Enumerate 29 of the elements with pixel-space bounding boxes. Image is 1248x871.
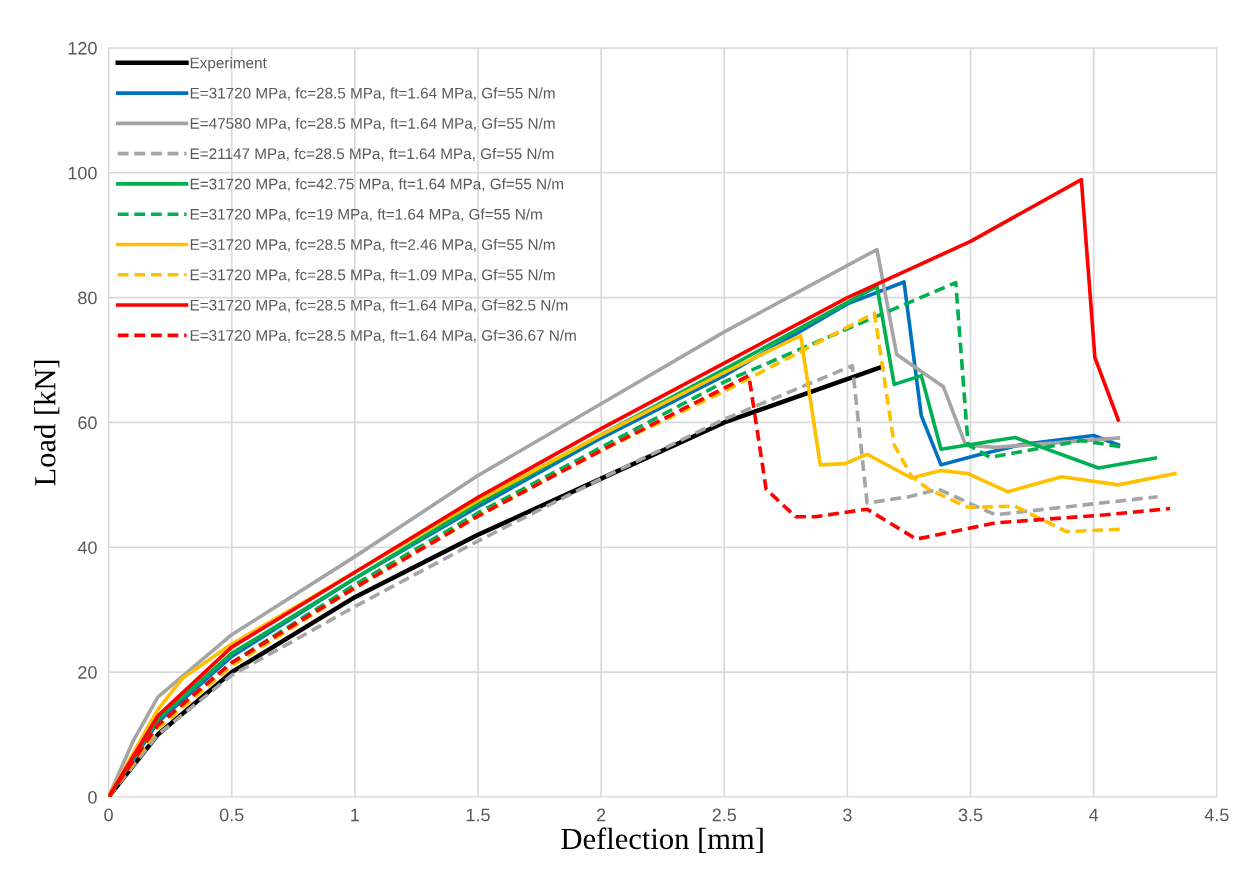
x-tick-label: 2.5 (712, 808, 737, 822)
y-tick-label: 120 (68, 41, 97, 55)
legend-label: E=31720 MPa, fc=19 MPa, ft=1.64 MPa, Gf=55 N/m (190, 208, 542, 222)
legend-label: E=31720 MPa, fc=28.5 MPa, ft=1.64 MPa, Gf=55 N/m (190, 87, 555, 101)
x-tick-label: 1.5 (466, 808, 490, 822)
y-tick-label: 100 (68, 166, 97, 180)
y-axis-title: Load [kN] (34, 360, 60, 486)
x-tick-label: 4.5 (1204, 808, 1229, 822)
y-tick-label: 40 (77, 541, 97, 554)
legend-label: E=31720 MPa, fc=28.5 MPa, ft=2.46 MPa, Gf=55 N/m (190, 238, 555, 252)
y-tick-label: 0 (88, 790, 97, 804)
legend-label: E=47580 MPa, fc=28.5 MPa, ft=1.64 MPa, Gf=55 N/m (190, 117, 555, 131)
x-tick-label: 2 (597, 808, 606, 822)
legend-label: E=31720 MPa, fc=28.5 MPa, ft=1.64 MPa, Gf=36.67 N/m (190, 329, 576, 343)
y-tick-label: 80 (78, 291, 97, 305)
x-tick-label: 0 (104, 808, 113, 822)
x-tick-label: 3 (843, 808, 852, 822)
legend-label: Experiment (190, 57, 267, 72)
x-tick-label: 4 (1089, 808, 1099, 822)
x-axis-title: Deflection [mm] (561, 827, 763, 853)
legend-label: E=31720 MPa, fc=28.5 MPa, ft=1.64 MPa, Gf=82.5 N/m (190, 299, 568, 313)
y-tick-label: 60 (78, 416, 97, 430)
legend-label: E=31720 MPa, fc=28.5 MPa, ft=1.09 MPa, Gf=55 N/m (190, 269, 555, 283)
x-tick-label: 1 (351, 808, 359, 822)
x-tick-label: 3.5 (958, 808, 983, 822)
legend-label: E=21147 MPa, fc=28.5 MPa, ft=1.64 MPa, Gf=55 N/m (190, 147, 554, 161)
legend-label: E=31720 MPa, fc=42.75 MPa, ft=1.64 MPa, Gf=55 N/m (190, 178, 564, 192)
y-tick-label: 20 (78, 666, 97, 679)
x-tick-label: 0.5 (219, 808, 244, 822)
